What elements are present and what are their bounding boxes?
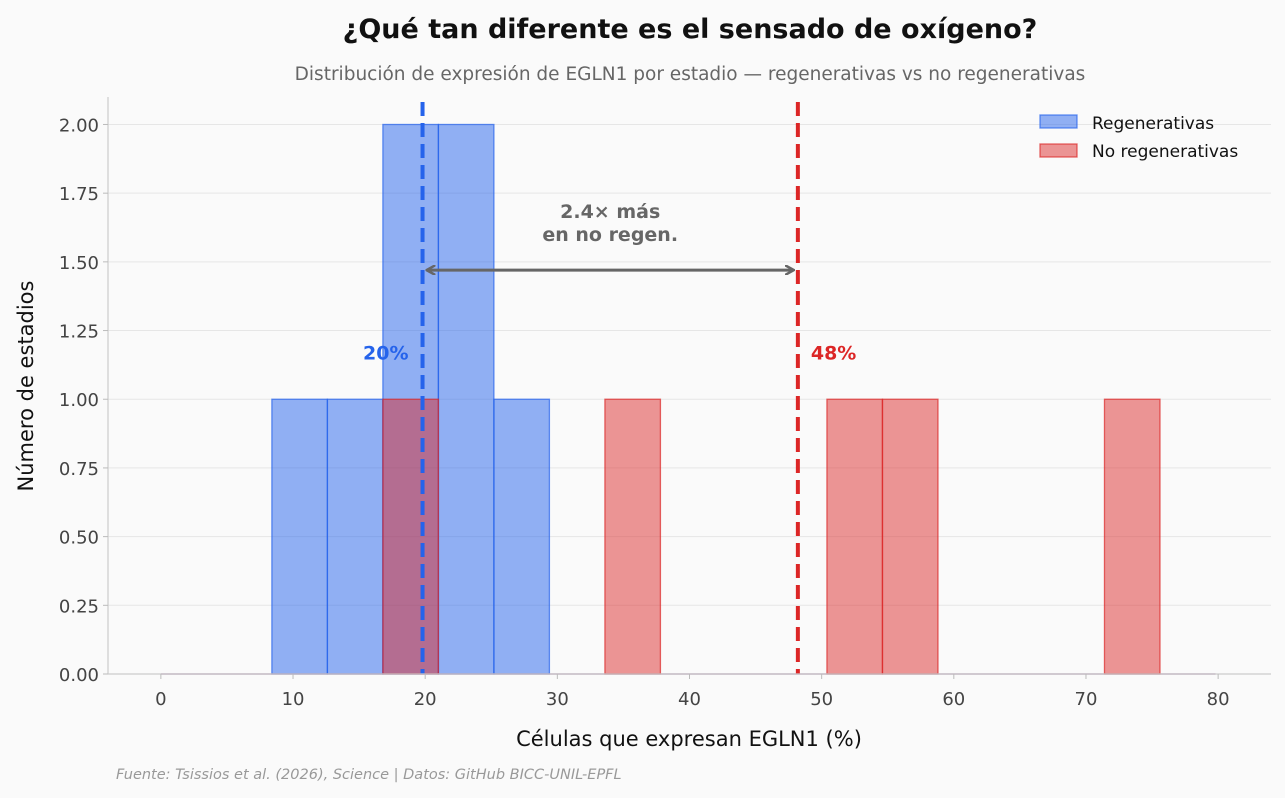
legend-label-regenerativas: Regenerativas	[1092, 114, 1214, 134]
x-tick-label: 30	[546, 689, 569, 710]
y-tick-label: 1.00	[59, 390, 99, 411]
legend-swatch-regenerativas	[1039, 114, 1078, 129]
y-tick-label: 0.50	[59, 528, 99, 549]
y-tick-label: 0.25	[59, 596, 99, 617]
y-tick-label: 0.00	[59, 665, 99, 686]
x-tick-label: 20	[414, 689, 437, 710]
source-note: Fuente: Tsissios et al. (2026), Science …	[116, 767, 622, 783]
legend-label-no-regenerativas: No regenerativas	[1092, 142, 1238, 162]
chart-subtitle: Distribución de expresión de EGLN1 por e…	[295, 64, 1086, 85]
annotation-line-2: en no regen.	[542, 224, 678, 246]
mean-labels: 20% 48%	[363, 343, 856, 365]
regen-mean-label: 20%	[363, 343, 408, 365]
y-tick-label: 1.75	[59, 184, 99, 205]
regen-bar	[326, 398, 384, 675]
y-tick-label: 2.00	[59, 115, 99, 136]
difference-annotation: 2.4× más en no regen.	[428, 201, 793, 270]
nonregen-bar	[604, 398, 662, 675]
x-tick-label: 70	[1075, 689, 1098, 710]
regen-bar	[437, 123, 495, 675]
regen-bar	[271, 398, 329, 675]
x-tick-label: 50	[810, 689, 833, 710]
y-axis-label: Número de estadios	[14, 281, 38, 492]
nonregen-bar	[881, 398, 939, 675]
annotation-line-1: 2.4× más	[560, 201, 660, 223]
x-tick-label: 0	[155, 689, 166, 710]
legend-swatch-no-regenerativas	[1039, 143, 1078, 158]
regen-bar	[493, 398, 551, 675]
x-axis-label: Células que expresan EGLN1 (%)	[516, 727, 862, 751]
nonregen-mean-label: 48%	[811, 343, 856, 365]
nonregen-bar	[1103, 398, 1161, 675]
x-tick-label: 60	[942, 689, 965, 710]
chart-title: ¿Qué tan diferente es el sensado de oxíg…	[343, 14, 1038, 45]
x-tick-label: 10	[282, 689, 305, 710]
legend: Regenerativas No regenerativas	[1039, 114, 1238, 162]
x-tick-label: 80	[1207, 689, 1230, 710]
nonregen-bar	[382, 398, 440, 675]
nonregen-bar	[826, 398, 884, 675]
y-tick-label: 1.50	[59, 253, 99, 274]
y-tick-label: 0.75	[59, 459, 99, 480]
x-axis-ticks: 0 10 20 30 40 50 60 70 80	[155, 674, 1230, 710]
mean-lines	[420, 102, 800, 674]
y-tick-label: 1.25	[59, 322, 99, 343]
y-axis-ticks: 0.00 0.25 0.50 0.75 1.00 1.25 1.50 1.75 2.00	[59, 115, 108, 686]
histogram-bars	[160, 123, 1216, 675]
x-tick-label: 40	[678, 689, 701, 710]
